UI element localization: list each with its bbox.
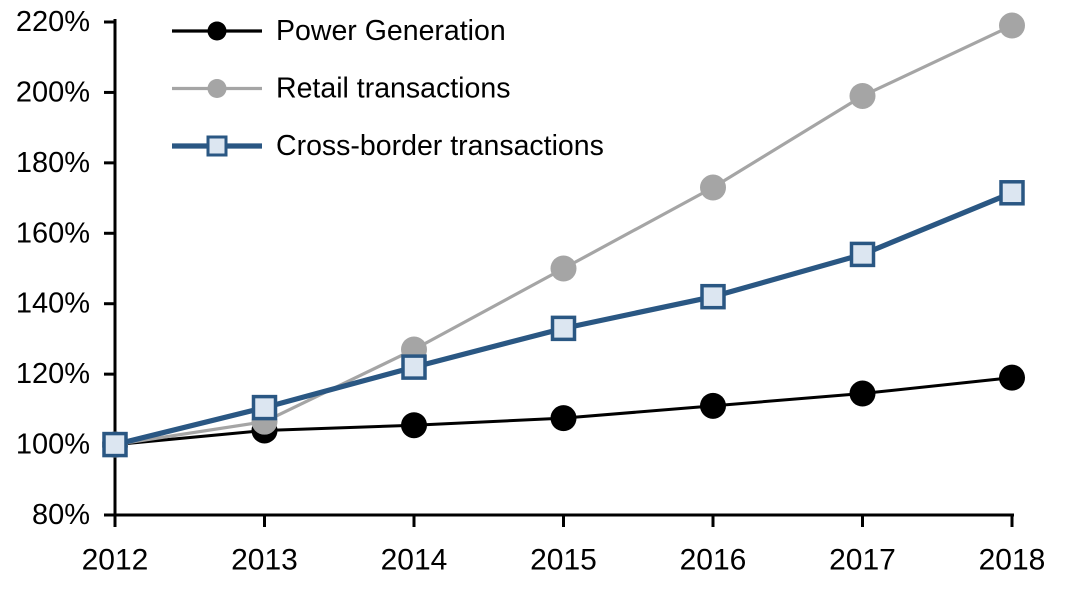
data-point-marker xyxy=(700,392,726,419)
axes: 80% 100% 120% 140% 160% 180% 200% 220% 2012 2013 2… xyxy=(16,6,1046,577)
y-axis-label: 200% xyxy=(16,76,90,108)
data-point-marker xyxy=(999,12,1025,39)
x-axis-label: 2015 xyxy=(530,544,597,577)
legend-label: Cross-border transactions xyxy=(276,130,604,162)
legend-item-power-generation: Power Generation xyxy=(172,15,506,47)
y-axis-label: 80% xyxy=(32,499,90,531)
legend: Power Generation Retail transactions Cross… xyxy=(172,15,604,162)
data-point-marker xyxy=(849,82,876,109)
x-axis-label: 2013 xyxy=(231,544,298,577)
data-point-marker xyxy=(999,364,1025,391)
x-axis-label: 2017 xyxy=(829,544,896,577)
legend-circle-marker-icon xyxy=(207,79,227,98)
data-point-marker xyxy=(849,241,876,268)
y-axis-label: 120% xyxy=(16,358,90,390)
data-point-marker xyxy=(849,380,876,407)
y-axis-label: 160% xyxy=(16,217,90,249)
legend-label: Retail transactions xyxy=(276,73,510,105)
x-axis-label: 2018 xyxy=(979,544,1046,577)
legend-square-marker-icon xyxy=(206,135,228,157)
y-axis-label: 220% xyxy=(16,6,90,38)
data-point-marker xyxy=(401,354,427,380)
data-point-marker xyxy=(550,405,577,432)
data-point-marker xyxy=(401,412,427,439)
x-axis-label: 2016 xyxy=(680,544,747,577)
data-point-marker xyxy=(102,431,128,458)
data-point-marker xyxy=(700,174,726,201)
x-axis-label: 2012 xyxy=(82,544,149,577)
series-cross-border-transactions xyxy=(102,180,1025,458)
data-point-marker xyxy=(550,315,577,342)
data-point-marker xyxy=(550,255,577,282)
y-axis-label: 180% xyxy=(16,147,90,179)
data-point-marker xyxy=(999,180,1025,206)
legend-item-retail-transactions: Retail transactions xyxy=(172,73,510,105)
legend-circle-marker-icon xyxy=(207,21,227,41)
y-axis-label: 140% xyxy=(16,288,90,320)
series-retail-transactions xyxy=(102,12,1025,458)
legend-item-cross-border-transactions: Cross-border transactions xyxy=(172,130,604,162)
legend-label: Power Generation xyxy=(276,15,506,47)
y-axis-label: 100% xyxy=(16,429,90,461)
data-point-marker xyxy=(700,283,726,310)
x-axis-label: 2014 xyxy=(381,544,448,577)
data-point-marker xyxy=(251,394,278,421)
